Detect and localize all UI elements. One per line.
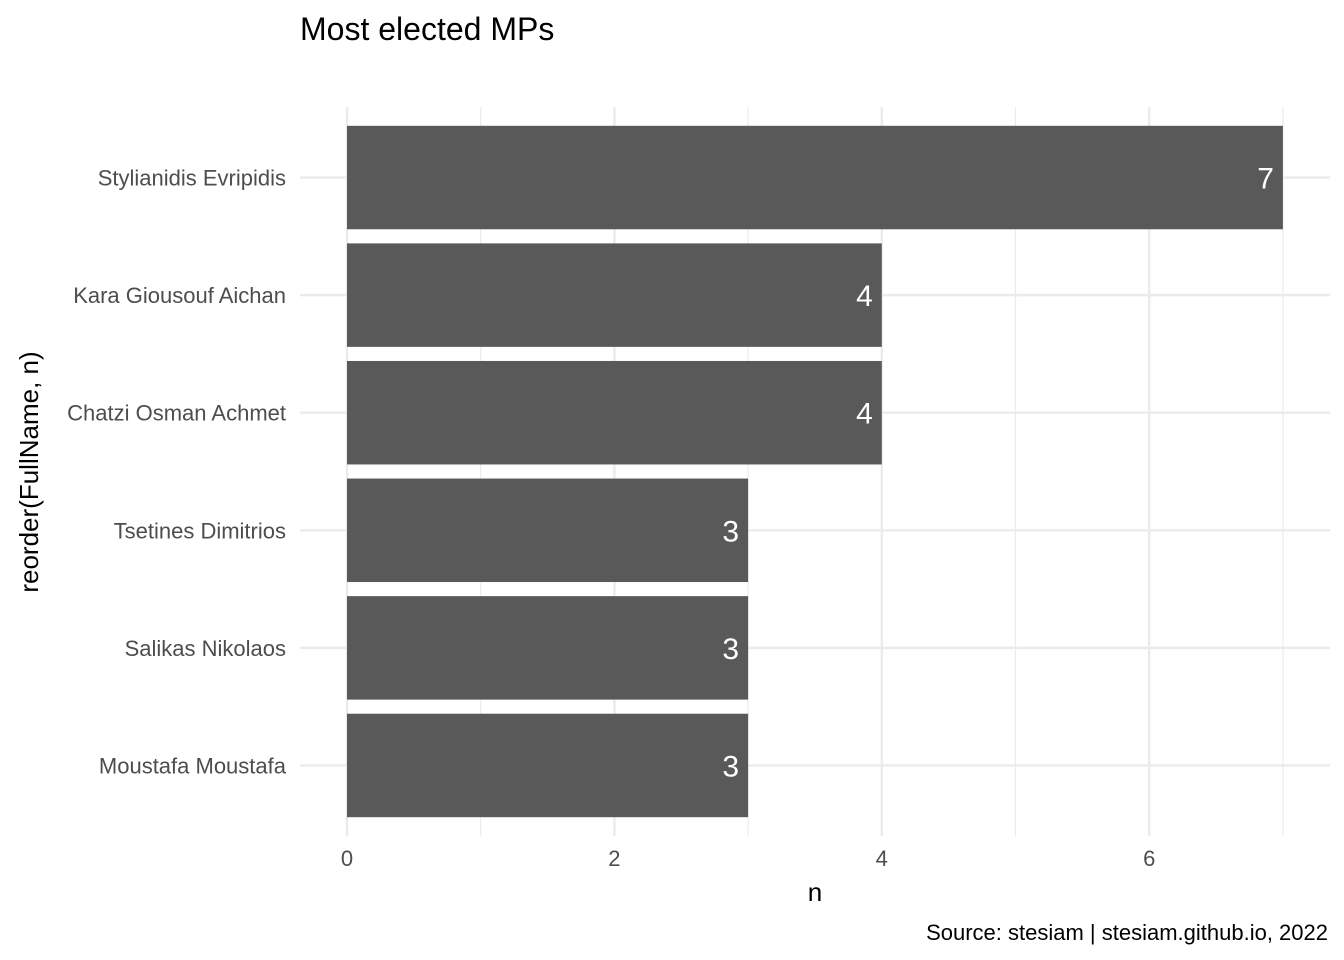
y-tick-labels: Stylianidis Evripidis Kara Giousouf Aicha… <box>67 166 287 779</box>
x-tick-label: 4 <box>876 846 888 871</box>
y-tick-label: Moustafa Moustafa <box>99 753 287 778</box>
bar <box>347 243 882 347</box>
bar-value-label: 4 <box>856 280 873 313</box>
x-tick-labels: 0 2 4 6 <box>341 846 1155 871</box>
chart-caption: Source: stesiam | stesiam.github.io, 202… <box>926 920 1328 945</box>
bar-value-label: 7 <box>1257 163 1274 196</box>
bar-value-label: 4 <box>856 398 873 431</box>
x-tick-label: 6 <box>1143 846 1155 871</box>
bar <box>347 125 1283 230</box>
chart-title: Most elected MPs <box>300 11 554 47</box>
y-tick-label: Tsetines Dimitrios <box>114 518 286 543</box>
bar-value-label: 3 <box>722 750 739 783</box>
bars <box>347 125 1283 818</box>
bar-value-label: 3 <box>722 633 739 666</box>
bar <box>347 360 882 465</box>
y-tick-label: Salikas Nikolaos <box>125 636 286 661</box>
y-tick-label: Chatzi Osman Achmet <box>67 401 286 426</box>
bar <box>347 713 749 818</box>
y-tick-label: Kara Giousouf Aichan <box>73 283 286 308</box>
bar-labels: 7 4 4 3 3 3 <box>722 163 1273 784</box>
y-tick-label: Stylianidis Evripidis <box>98 166 286 191</box>
bar-value-label: 3 <box>722 515 739 548</box>
x-axis-label: n <box>808 877 822 907</box>
x-tick-label: 0 <box>341 846 353 871</box>
bar <box>347 596 749 700</box>
x-tick-label: 2 <box>608 846 620 871</box>
y-axis-label: reorder(FullName, n) <box>14 351 44 592</box>
bar <box>347 478 749 583</box>
